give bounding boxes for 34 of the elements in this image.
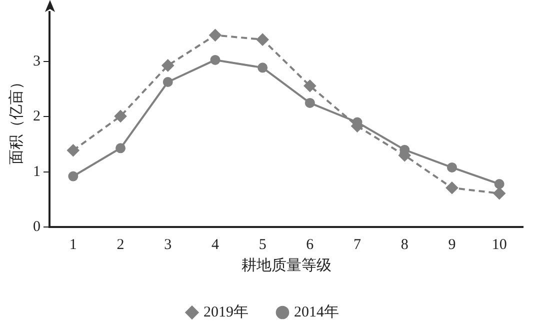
point	[210, 54, 220, 65]
point	[209, 29, 222, 42]
x-tick-label: 9	[448, 236, 456, 253]
y-tick-label: 3	[33, 54, 40, 70]
x-tick-label: 1	[69, 236, 77, 253]
x-tick-label: 10	[492, 236, 507, 253]
point	[304, 80, 316, 92]
y-tick-label: 2	[33, 108, 40, 125]
x-tick-label: 2	[116, 236, 124, 253]
point	[162, 77, 173, 88]
point	[304, 98, 315, 108]
x-tick-label: 5	[258, 236, 266, 253]
point	[446, 182, 458, 194]
x-axis-title: 耕地质量等级	[241, 256, 332, 274]
x-tick-label: 8	[400, 236, 408, 253]
point	[67, 144, 80, 156]
y-tick-label: 1	[33, 164, 40, 180]
point	[494, 179, 504, 189]
x-tick-label: 7	[354, 236, 362, 253]
point	[493, 187, 506, 200]
point	[162, 59, 174, 72]
x-tick-label: 6	[306, 236, 314, 253]
legend-label: 2014年	[294, 303, 339, 320]
legend-label: 2019年	[204, 303, 248, 320]
point	[258, 62, 268, 73]
point	[446, 162, 457, 172]
y-axis-title: 面积（亿亩）	[8, 74, 25, 164]
y-tick-label: 0	[33, 218, 40, 235]
x-tick-label: 3	[164, 236, 172, 253]
point	[256, 34, 269, 46]
point	[114, 110, 127, 122]
x-tick-label: 4	[211, 236, 220, 253]
point	[116, 143, 126, 154]
point	[68, 171, 78, 182]
